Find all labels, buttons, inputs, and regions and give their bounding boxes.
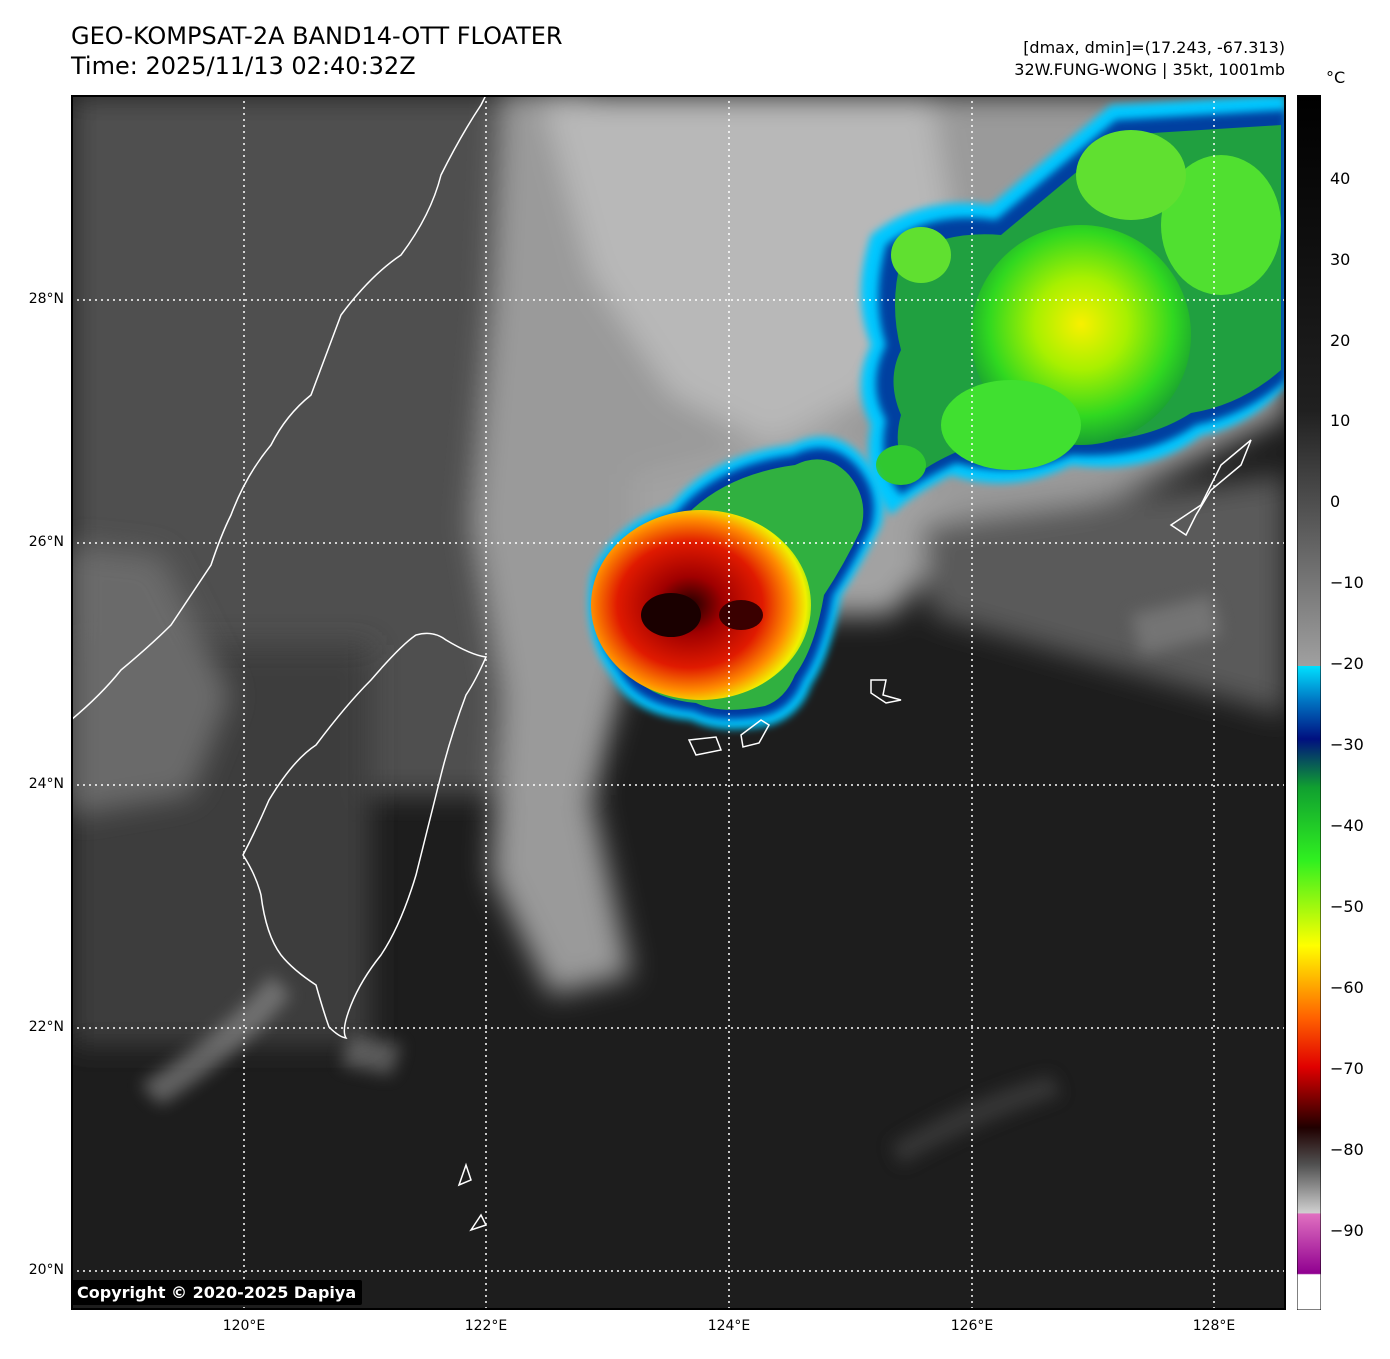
gridlines [71,95,1286,1310]
colorbar-unit: °C [1326,68,1346,87]
colorbar-tick-m30: −30 [1330,735,1364,754]
lon-label-122e: 122°E [464,1318,508,1334]
colorbar [1296,94,1322,1311]
island-3 [740,719,771,748]
colorbar-tick-m90: −90 [1330,1221,1364,1240]
china-coastline [71,95,487,721]
typhoon-core [588,437,884,729]
info-line2: 32W.FUNG-WONG | 35kt, 1001mb [1014,60,1285,79]
title-line2: Time: 2025/11/13 02:40:32Z [71,52,416,80]
island-2 [687,736,723,756]
colorbar-tick-m80: −80 [1330,1140,1364,1159]
lat-label-24n: 24°N [28,776,64,792]
island-5 [457,1162,472,1187]
taiwan-coastline [242,632,488,1039]
colorbar-tick-m20: −20 [1330,654,1364,673]
copyright-label: Copyright © 2020-2025 Dapiya [71,1280,363,1305]
coastlines [71,95,1252,1232]
colorbar-tick-m40: −40 [1330,816,1364,835]
island-4 [1169,439,1252,537]
lon-label-124e: 124°E [707,1318,751,1334]
lat-label-22n: 22°N [28,1019,64,1035]
colorbar-tick-40: 40 [1330,169,1351,188]
info-line1: [dmax, dmin]=(17.243, -67.313) [1023,38,1285,57]
colorbar-tick-0: 0 [1330,492,1341,511]
lon-label-126e: 126°E [950,1318,994,1334]
colorbar-tick-30: 30 [1330,250,1351,269]
colorbar-tick-m50: −50 [1330,897,1364,916]
colorbar-tick-m60: −60 [1330,978,1364,997]
island-6 [469,1213,488,1232]
colorbar-tick-m10: −10 [1330,573,1364,592]
colorbar-tick-20: 20 [1330,331,1351,350]
lat-label-20n: 20°N [28,1262,64,1278]
northeast-convection [861,95,1286,515]
lon-label-128e: 128°E [1192,1318,1236,1334]
lat-label-28n: 28°N [28,291,64,307]
satellite-image [71,95,1286,1310]
colorbar-tick-m70: −70 [1330,1059,1364,1078]
lat-label-26n: 26°N [28,534,64,550]
lon-label-120e: 120°E [222,1318,266,1334]
low-cloud-streaks [141,595,1221,1165]
title-line1: GEO-KOMPSAT-2A BAND14-OTT FLOATER [71,22,563,50]
colorbar-tick-10: 10 [1330,411,1351,430]
island-1 [870,679,902,704]
